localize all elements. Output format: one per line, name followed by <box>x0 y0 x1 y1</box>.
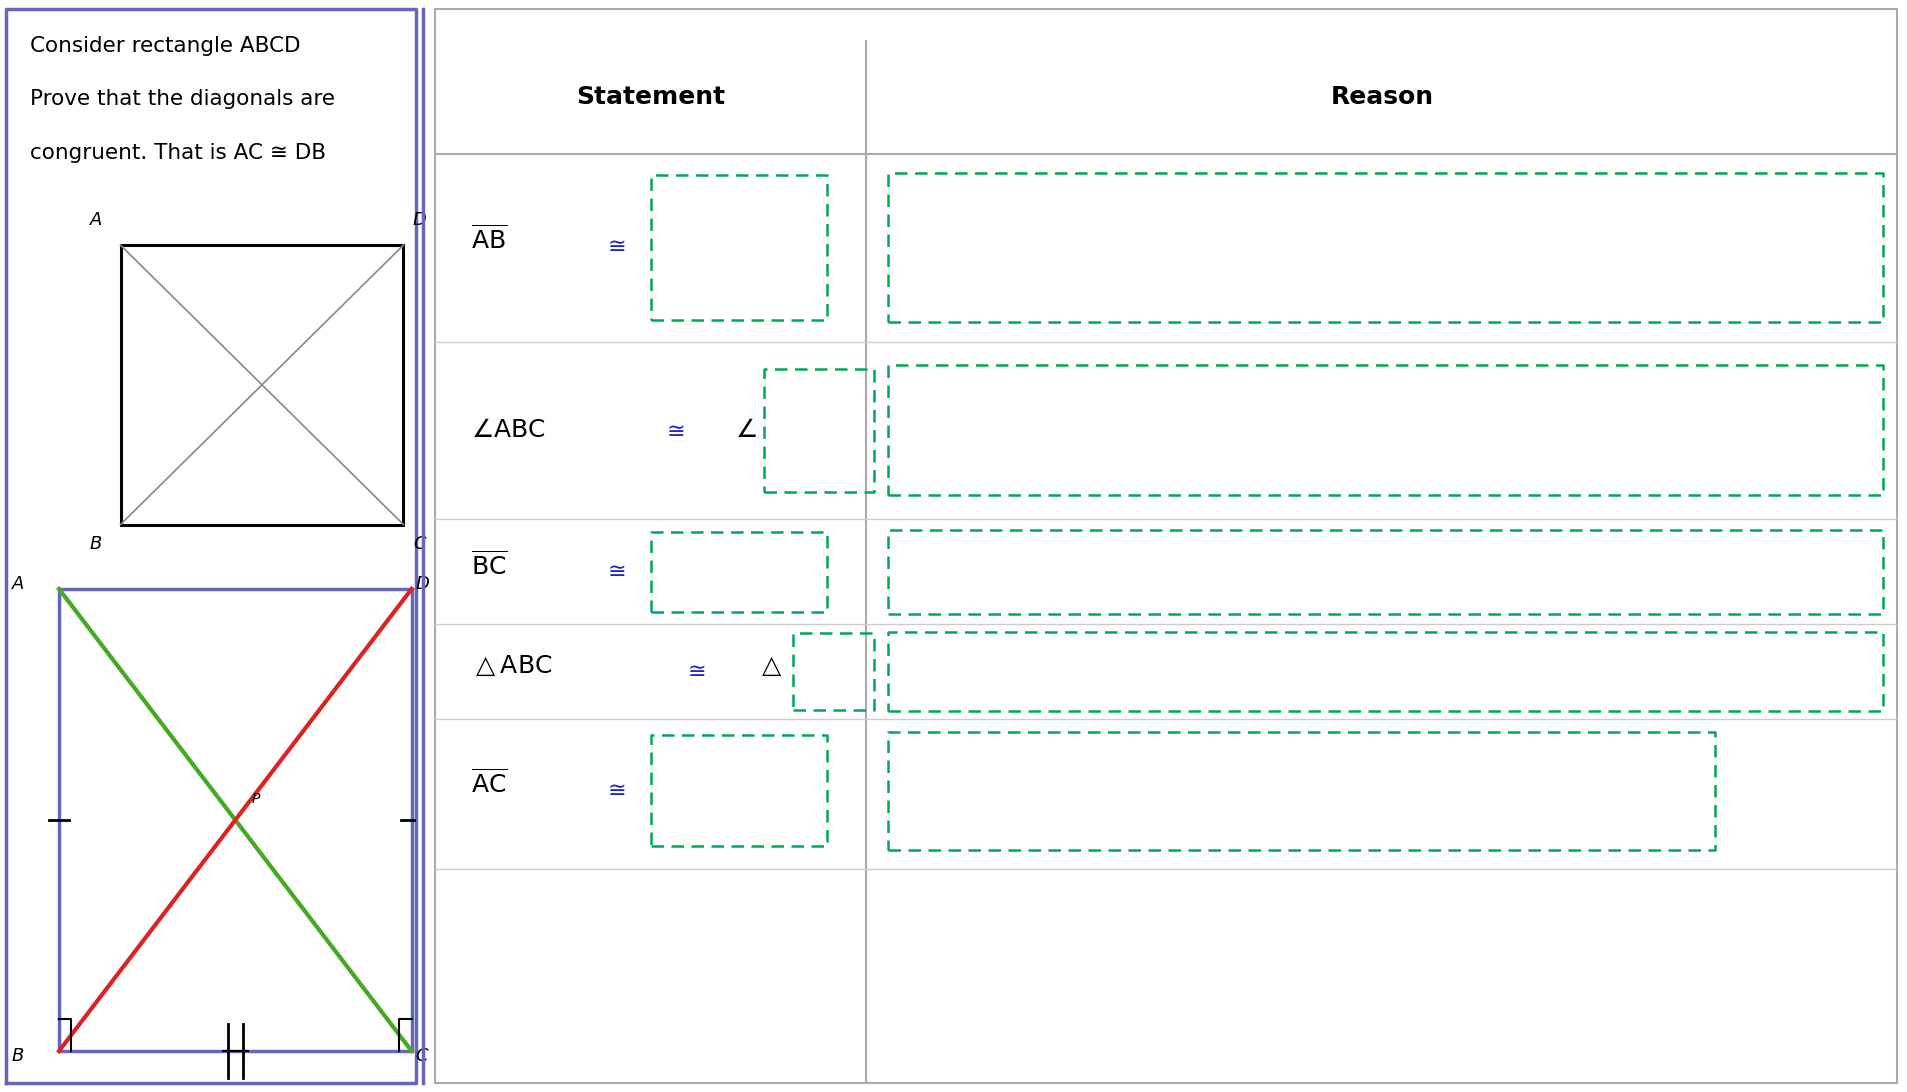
Text: C: C <box>416 1047 429 1066</box>
Text: C: C <box>414 535 425 554</box>
Text: $\angle$: $\angle$ <box>734 418 757 442</box>
Text: Statement: Statement <box>576 85 725 109</box>
Text: $\cong$: $\cong$ <box>603 235 625 254</box>
Text: $\overline{\mathrm{AB}}$: $\overline{\mathrm{AB}}$ <box>471 225 507 253</box>
Text: $\overline{\mathrm{BC}}$: $\overline{\mathrm{BC}}$ <box>471 550 507 580</box>
Text: Reason: Reason <box>1331 85 1434 109</box>
Polygon shape <box>59 589 412 1051</box>
Text: Consider rectangle ABCD: Consider rectangle ABCD <box>31 36 301 56</box>
Text: D: D <box>414 211 427 229</box>
Text: $\cong$: $\cong$ <box>603 779 625 799</box>
Text: Prove that the diagonals are: Prove that the diagonals are <box>31 90 336 109</box>
Text: A: A <box>90 211 103 229</box>
Text: B: B <box>11 1047 25 1066</box>
Text: $\triangle$: $\triangle$ <box>757 654 782 678</box>
Text: P: P <box>252 792 259 806</box>
Text: B: B <box>90 535 103 554</box>
Text: $\overline{\mathrm{AC}}$: $\overline{\mathrm{AC}}$ <box>471 769 507 798</box>
Text: D: D <box>416 574 429 593</box>
Text: $\angle\mathrm{ABC}$: $\angle\mathrm{ABC}$ <box>471 418 545 442</box>
Text: $\cong$: $\cong$ <box>662 420 685 440</box>
Text: $\cong$: $\cong$ <box>683 660 706 679</box>
Text: A: A <box>11 574 25 593</box>
Text: $\cong$: $\cong$ <box>603 559 625 580</box>
Text: congruent. That is AC ≅ DB: congruent. That is AC ≅ DB <box>31 143 326 163</box>
Text: $\triangle\mathrm{ABC}$: $\triangle\mathrm{ABC}$ <box>471 654 553 678</box>
